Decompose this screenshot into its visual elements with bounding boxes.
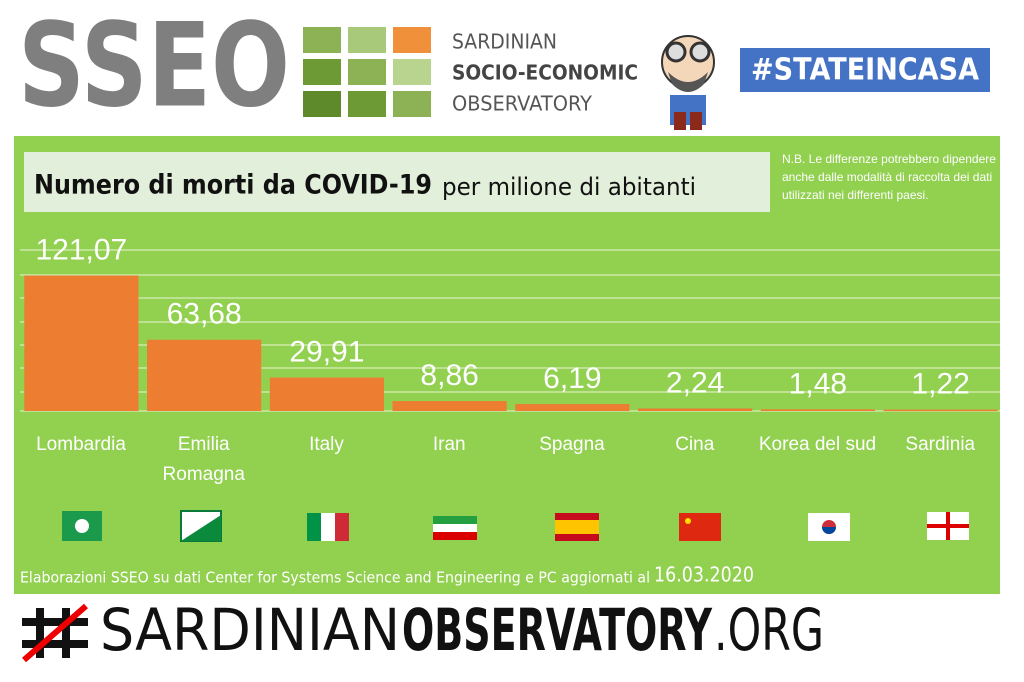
value-label: 1,48	[789, 367, 847, 400]
logo: SSEO	[18, 0, 290, 134]
tag-box	[740, 48, 990, 92]
x-tick-label: Iran	[432, 434, 466, 455]
value-label: 29,91	[289, 335, 364, 368]
x-tick-label: Emilia Romagna	[162, 434, 245, 485]
value-label: 121,07	[35, 233, 127, 266]
bar	[883, 409, 998, 412]
flags	[62, 510, 969, 542]
x-tick-label: Lombardia	[36, 434, 126, 455]
bar	[147, 339, 262, 411]
header-line: SARDINIAN	[452, 30, 557, 54]
source-date: 16.03.2020	[654, 563, 754, 587]
value-label: 63,68	[167, 298, 242, 331]
logo-squares	[303, 27, 431, 117]
header-line: OBSERVATORY	[452, 92, 593, 116]
title-box	[24, 152, 770, 212]
chart-title: Numero di morti da COVID-19	[34, 170, 432, 201]
x-tick-label: Spagna	[539, 434, 605, 455]
value-label: 1,22	[911, 368, 969, 401]
bar	[760, 409, 875, 411]
x-tick-label: Italy	[309, 434, 344, 455]
x-tick-label: Sardinia	[905, 434, 976, 455]
footer-icon	[22, 603, 88, 663]
chart-subtitle: per milione di abitanti	[442, 173, 696, 201]
bar	[638, 408, 753, 411]
mascot	[661, 35, 715, 130]
bar	[515, 404, 630, 411]
footer-text: OBSERVATORY	[402, 596, 713, 664]
x-tick-label: Cina	[675, 434, 715, 455]
note: N.B. Le differenze potrebbero dipendere …	[782, 152, 996, 202]
bar	[24, 275, 139, 411]
footer-text: SARDINIAN	[100, 596, 400, 664]
tag: #STATEINCASA	[751, 53, 980, 88]
footer-text: .ORG	[714, 596, 824, 664]
header-line: SOCIO-ECONOMIC	[452, 61, 638, 85]
note-box: N.B. Le differenze potrebbero dipendere …	[782, 152, 996, 202]
x-tick-label: Korea del sud	[758, 434, 877, 455]
bar	[269, 377, 384, 411]
value-label: 6,19	[543, 362, 601, 395]
source: Elaborazioni SSEO su dati Center for Sys…	[20, 569, 650, 587]
value-label: 8,86	[420, 359, 478, 392]
value-label: 2,24	[666, 366, 724, 399]
bar	[392, 401, 507, 411]
